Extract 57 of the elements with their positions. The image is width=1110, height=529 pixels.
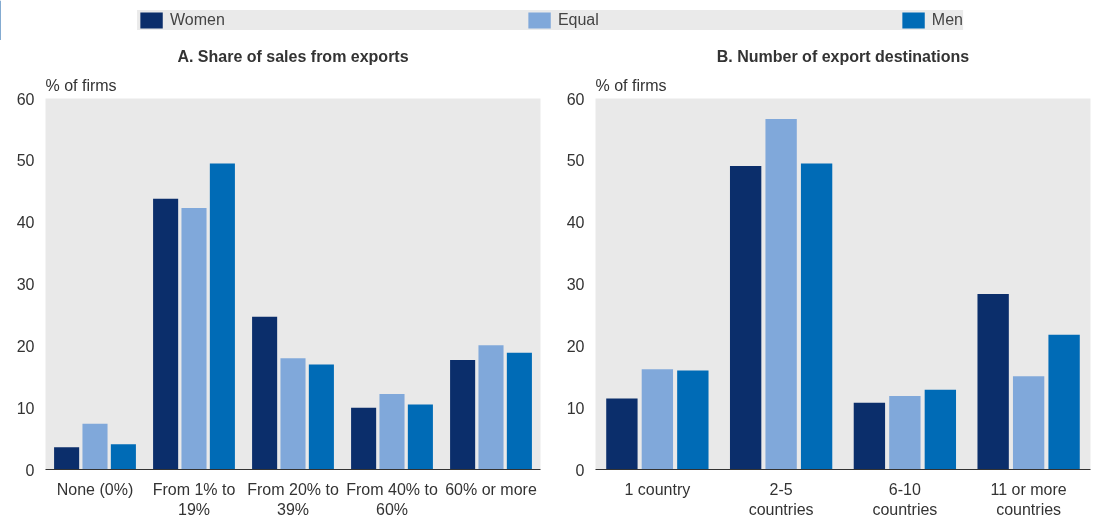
x-tick-label: 1 country <box>624 480 691 498</box>
y-tick-label: 10 <box>16 399 35 417</box>
x-tick-label: None (0%) <box>56 480 134 498</box>
y-tick-label: 20 <box>566 337 585 355</box>
x-tick-label: From 40% to 60% <box>346 480 438 518</box>
y-axis-title: % of firms <box>595 76 667 94</box>
bar <box>889 395 921 470</box>
bar <box>853 402 886 470</box>
y-tick-label: 60 <box>566 90 585 108</box>
bar <box>280 358 306 470</box>
y-tick-label: 0 <box>25 461 35 479</box>
bar <box>54 447 80 470</box>
bar <box>800 163 833 470</box>
bar <box>450 360 476 470</box>
y-tick-label: 50 <box>16 152 35 170</box>
bar <box>641 369 674 470</box>
bar <box>506 352 532 470</box>
chart-title: A. Share of sales from exports <box>177 47 409 65</box>
bar <box>110 444 136 470</box>
y-tick-label: 40 <box>16 214 35 232</box>
chart-title: B. Number of export destinations <box>716 47 970 65</box>
bar <box>924 389 957 470</box>
bar <box>252 316 278 470</box>
y-tick-label: 20 <box>16 337 35 355</box>
y-tick-label: 30 <box>566 276 585 293</box>
bar <box>478 345 504 470</box>
bar <box>729 165 762 470</box>
y-tick-label: 60 <box>16 90 35 108</box>
x-tick-label: 6-10 countries <box>872 480 938 518</box>
x-tick-label: 2-5 countries <box>748 480 814 518</box>
bar <box>379 394 405 470</box>
bar <box>82 423 108 470</box>
legend-label: Women <box>170 11 225 29</box>
bar <box>1012 376 1045 470</box>
y-tick-label: 50 <box>566 152 585 170</box>
x-tick-label: 60% or more <box>445 480 537 498</box>
y-tick-label: 40 <box>566 214 585 232</box>
y-axis-title: % of firms <box>45 76 117 94</box>
bar <box>153 198 179 470</box>
bar <box>209 163 235 470</box>
bar <box>351 407 377 470</box>
x-tick-label: 11 or more countries <box>990 480 1067 518</box>
legend-label: Equal <box>557 11 599 29</box>
bar <box>181 207 207 470</box>
x-tick-label: From 20% to 39% <box>247 480 339 518</box>
bar <box>407 404 433 470</box>
x-tick-label: From 1% to 19% <box>152 480 236 518</box>
y-tick-label: 0 <box>575 461 585 479</box>
legend-label: Men <box>931 11 963 29</box>
bar <box>677 370 709 470</box>
bar <box>765 118 797 470</box>
bar <box>977 293 1009 470</box>
y-tick-label: 30 <box>16 276 35 293</box>
bar <box>308 364 334 470</box>
y-tick-label: 10 <box>566 399 585 417</box>
bar <box>606 398 638 470</box>
bar <box>1048 334 1080 470</box>
